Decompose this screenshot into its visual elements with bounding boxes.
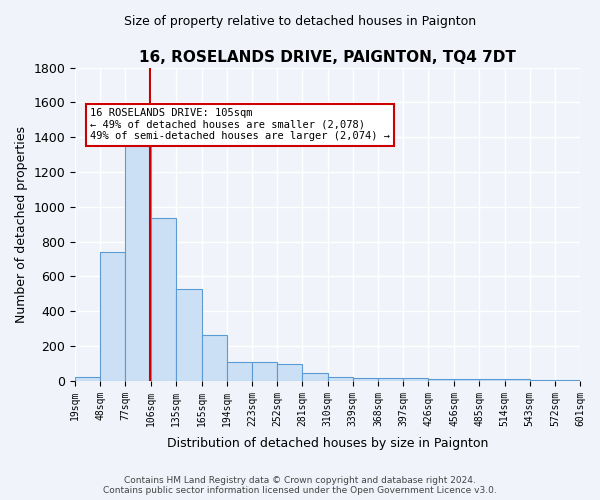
Title: 16, ROSELANDS DRIVE, PAIGNTON, TQ4 7DT: 16, ROSELANDS DRIVE, PAIGNTON, TQ4 7DT	[139, 50, 516, 65]
Text: Contains HM Land Registry data © Crown copyright and database right 2024.
Contai: Contains HM Land Registry data © Crown c…	[103, 476, 497, 495]
Bar	[454, 379, 479, 381]
Y-axis label: Number of detached properties: Number of detached properties	[15, 126, 28, 322]
Bar	[302, 373, 328, 381]
Bar	[202, 335, 227, 381]
Bar	[125, 132, 151, 381]
Bar	[151, 218, 176, 381]
Bar	[353, 378, 378, 381]
Bar	[100, 252, 125, 381]
Bar	[75, 376, 100, 381]
Bar	[227, 362, 252, 381]
Bar	[176, 288, 202, 381]
Bar	[555, 380, 580, 381]
Text: 16 ROSELANDS DRIVE: 105sqm
← 49% of detached houses are smaller (2,078)
49% of s: 16 ROSELANDS DRIVE: 105sqm ← 49% of deta…	[90, 108, 390, 142]
X-axis label: Distribution of detached houses by size in Paignton: Distribution of detached houses by size …	[167, 437, 488, 450]
Bar	[403, 378, 428, 381]
Bar	[328, 376, 353, 381]
Bar	[428, 379, 454, 381]
Bar	[277, 364, 302, 381]
Bar	[479, 379, 505, 381]
Bar	[505, 379, 530, 381]
Bar	[252, 362, 277, 381]
Text: Size of property relative to detached houses in Paignton: Size of property relative to detached ho…	[124, 14, 476, 28]
Bar	[378, 378, 403, 381]
Bar	[530, 380, 555, 381]
